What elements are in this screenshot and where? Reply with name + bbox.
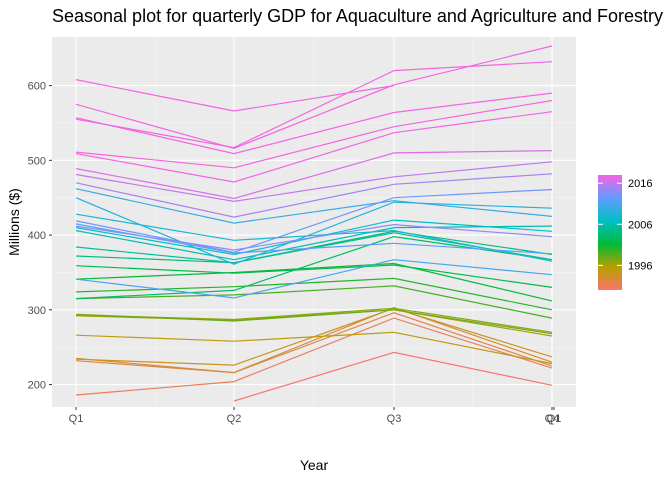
legend-colorbar (598, 175, 622, 290)
series-line-1993 (75, 306, 553, 374)
series-line-2014 (75, 223, 553, 251)
series-line-2016 (75, 161, 553, 203)
x-tick-label: Q3 (387, 413, 402, 425)
x-tick-label: Q1 (69, 413, 84, 425)
series-line-2018 (75, 111, 553, 183)
x-tick-label: Q4 (545, 413, 560, 425)
legend-label: 1996 (628, 260, 652, 272)
x-axis-title: Year (300, 457, 329, 473)
y-tick-label: 400 (28, 230, 46, 242)
series-line-2011 (75, 259, 553, 299)
series-line-1991 (75, 317, 553, 396)
series-line-2013 (75, 188, 553, 253)
y-axis-title: Millions ($) (6, 188, 22, 256)
legend-label: 2016 (628, 178, 652, 190)
series-line-2020 (75, 92, 553, 155)
chart-title: Seasonal plot for quarterly GDP for Aqua… (52, 6, 663, 26)
series-line-2001 (75, 262, 553, 302)
y-axis-ticks: 200 300 400 500 600 (28, 81, 52, 392)
x-tick-label-overlap: Q1 (547, 413, 562, 425)
y-tick-label: 600 (28, 81, 46, 93)
y-tick-label: 500 (28, 155, 46, 167)
legend-ticks: 2016 2006 1996 (598, 178, 652, 272)
series-line-2006 (75, 225, 553, 261)
series-line-2015 (75, 173, 553, 218)
series-line-1998 (75, 309, 553, 335)
series-line-2004 (75, 230, 553, 264)
series-lines (75, 45, 553, 402)
series-line-2017 (75, 150, 553, 200)
series-line-2000 (75, 277, 553, 311)
y-tick-label: 300 (28, 305, 46, 317)
series-line-2019 (75, 99, 553, 169)
series-line-2009 (75, 197, 553, 265)
y-tick-label: 200 (28, 380, 46, 392)
minor-gridlines (52, 37, 576, 407)
series-line-1992 (75, 312, 553, 374)
x-tick-label: Q2 (227, 413, 242, 425)
series-line-2023 (75, 79, 395, 112)
series-line-1995 (75, 331, 553, 365)
legend-label: 2006 (628, 219, 652, 231)
series-line-1999 (75, 285, 553, 319)
series-line-2002 (75, 264, 553, 288)
series-line-2008 (75, 213, 553, 262)
series-line-1990 (233, 351, 553, 402)
series-line-2021 (75, 61, 553, 149)
series-line-2010 (75, 188, 553, 224)
series-line-2022 (75, 45, 553, 150)
